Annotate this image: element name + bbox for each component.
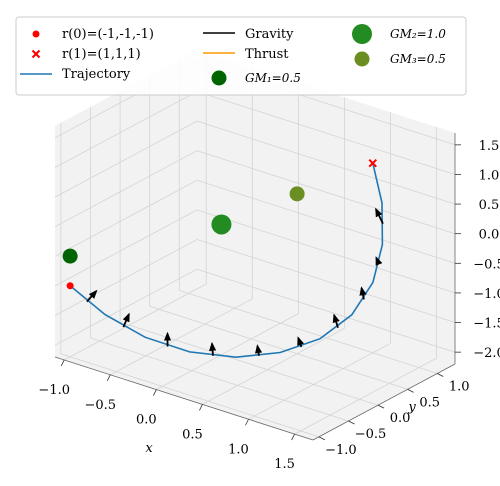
grid-line-x	[110, 67, 253, 376]
floor-pane	[55, 281, 455, 440]
legend-marker-gm1	[211, 70, 227, 86]
y-tick-label: −1.0	[325, 443, 357, 458]
gravity-arrow	[255, 344, 263, 356]
plot-area	[62, 159, 384, 359]
legend-label-gm2: GM₂=1.0	[390, 27, 446, 41]
legend-label-gm1: GM₁=0.5	[245, 71, 301, 85]
axes-edges	[54, 133, 456, 441]
y-axis-line	[312, 363, 456, 441]
grid-line-z	[54, 179, 456, 264]
gravity-arrow	[375, 207, 384, 225]
y-tick-label: 0.0	[390, 411, 411, 426]
z-tick-label: −1.0	[473, 287, 500, 302]
gravity-arrow	[332, 313, 340, 328]
legend-marker-gm2	[352, 24, 372, 44]
axes-panes	[55, 50, 455, 440]
y-tick-mark	[348, 420, 355, 425]
y-tick-mark	[318, 436, 326, 441]
grid-line-x	[64, 53, 207, 361]
gravity-arrow	[209, 341, 217, 356]
x-axis-line	[54, 356, 314, 441]
mass-marker-gm3	[289, 186, 305, 202]
y-tick-label: 1.0	[449, 380, 470, 395]
legend-label-end: r(1)=(1,1,1)	[62, 47, 141, 62]
start-point-marker	[66, 282, 74, 290]
y-tick-mark	[437, 373, 444, 377]
x-tick-label: −0.5	[84, 398, 116, 413]
grid-line-z	[54, 120, 456, 205]
y-tick-label: 0.5	[419, 395, 440, 410]
x-tick-mark	[60, 359, 65, 367]
x-axis-label: x	[145, 441, 153, 456]
z-tick-label: 0.0	[479, 228, 500, 243]
legend-label-thrust: Thrust	[245, 47, 289, 62]
x-tick-label: 0.0	[136, 413, 157, 428]
grid-line-z	[54, 209, 456, 294]
legend-marker-end	[31, 49, 41, 59]
grid-line-x	[202, 97, 345, 405]
grid-line-x	[156, 82, 299, 390]
y-tick-mark	[377, 404, 385, 409]
legend-label-gravity: Gravity	[245, 27, 294, 42]
gravity-arrow	[122, 312, 130, 328]
grid-line-x	[248, 112, 391, 420]
legend-label-trajectory: Trajectory	[62, 67, 131, 82]
grid-line-y	[90, 107, 349, 422]
legend-marker-gm3	[354, 51, 370, 67]
x-tick-mark	[199, 404, 203, 411]
z-tick-label: −1.5	[473, 317, 500, 332]
mass-marker-gm1	[62, 248, 78, 264]
x-tick-mark	[152, 389, 157, 396]
y-tick-mark	[407, 388, 414, 393]
axes-ticks: −1.0−0.50.00.51.01.5−1.0−0.50.00.51.0−2.…	[38, 139, 500, 472]
mass-marker-gm2	[211, 214, 232, 235]
end-point-stroke	[368, 159, 377, 168]
grid-line-y	[178, 59, 438, 374]
x-tick-mark	[245, 419, 249, 426]
gravity-arrow	[359, 286, 367, 300]
x-tick-label: 0.5	[182, 427, 203, 442]
x-tick-mark	[106, 374, 111, 381]
z-tick-label: −2.0	[473, 346, 500, 361]
gravity-arrow	[297, 336, 305, 348]
y-axis-label: y	[407, 400, 416, 415]
grid-line-y	[60, 122, 320, 438]
z-tick-label: 1.0	[479, 168, 500, 183]
grid-line-z	[54, 150, 456, 235]
grid-line-x	[294, 127, 438, 435]
x-tick-label: 1.5	[274, 457, 295, 472]
gravity-arrow	[375, 256, 383, 266]
legend-label-start: r(0)=(-1,-1,-1)	[62, 27, 154, 42]
x-tick-mark	[291, 433, 295, 441]
grid-line-z	[54, 239, 456, 323]
z-tick-label: 0.5	[479, 198, 500, 213]
z-tick-label: 1.5	[479, 139, 500, 154]
grid-line-y	[149, 75, 408, 390]
legend-marker-start	[32, 30, 40, 38]
legend: r(0)=(-1,-1,-1) r(1)=(1,1,1) Trajectory …	[15, 16, 467, 96]
legend-label-gm3: GM₃=0.5	[390, 52, 446, 66]
y-tick-label: −0.5	[355, 427, 387, 442]
x-tick-label: 1.0	[228, 442, 249, 457]
grid-line-z	[54, 268, 456, 353]
x-tick-label: −1.0	[38, 383, 70, 398]
z-tick-label: −0.5	[473, 257, 500, 272]
end-point-marker	[368, 159, 377, 168]
gravity-arrow	[86, 289, 98, 303]
